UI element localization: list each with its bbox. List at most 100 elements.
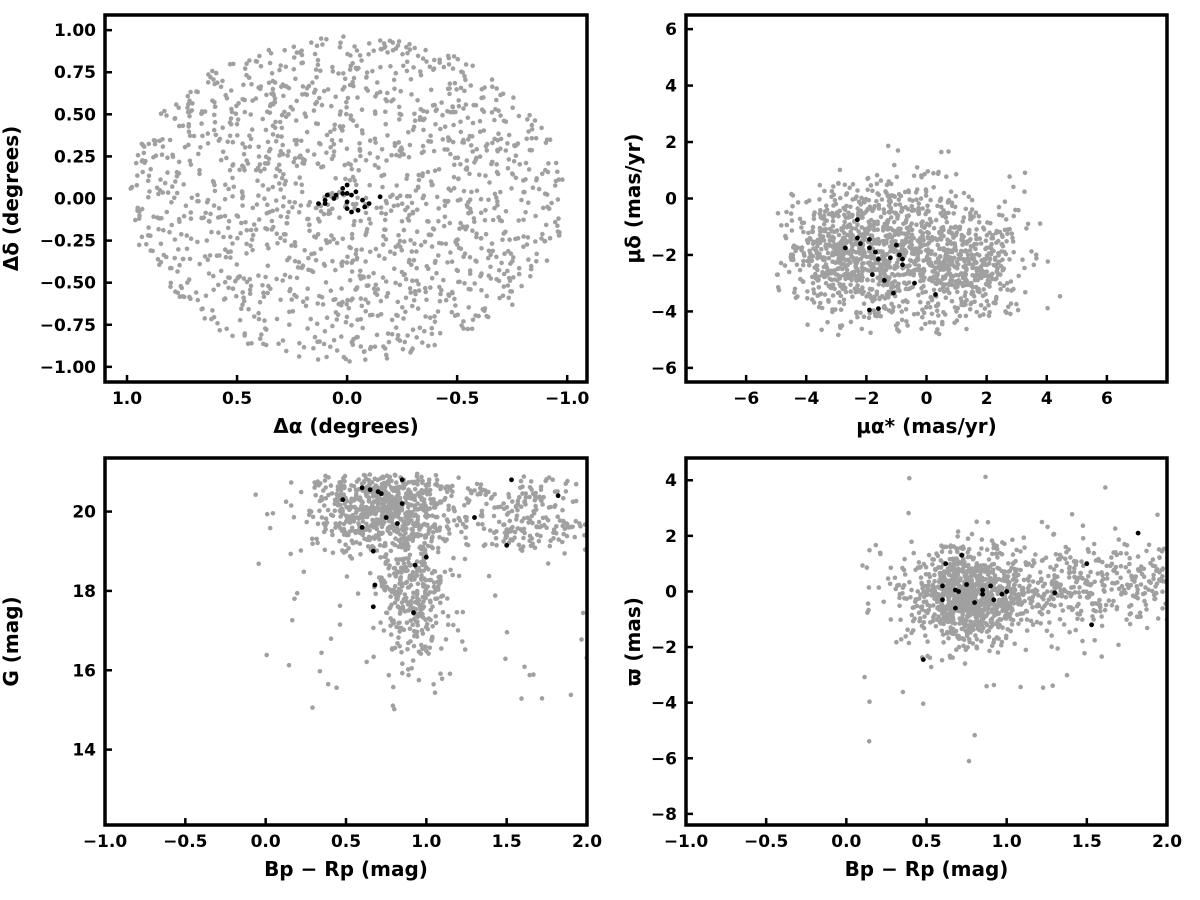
proper-motion-field-point: [809, 258, 815, 264]
cmd-g-field-point: [435, 545, 441, 551]
proper-motion-field-point: [838, 195, 843, 201]
proper-motion-member-point: [867, 237, 872, 242]
proper-motion-field-point: [957, 313, 963, 319]
sky-field-point: [403, 309, 408, 315]
cmd-g-field-point: [429, 501, 434, 506]
sky-field-point: [456, 98, 462, 103]
cmd-g-field-point: [288, 503, 294, 508]
sky-field-point: [408, 290, 414, 295]
sky-field-point: [552, 183, 558, 188]
proper-motion-field-point: [970, 289, 975, 295]
proper-motion-field-point: [802, 253, 807, 258]
cmd-g-field-point: [407, 573, 413, 578]
cmd-g-field-point: [353, 493, 359, 499]
cmd-g-field-point: [416, 601, 421, 607]
proper-motion-field-point: [888, 215, 894, 220]
sky-field-point: [240, 141, 245, 146]
proper-motion-field-point: [923, 193, 929, 198]
sky-field-point: [293, 243, 298, 249]
sky-field-point: [242, 109, 248, 115]
sky-field-point: [354, 123, 360, 129]
sky-field-point: [228, 116, 234, 121]
proper-motion-field-point: [964, 281, 970, 286]
cmd-g-field-point: [396, 506, 401, 512]
cmd-g-field-point: [492, 593, 498, 598]
sky-field-point: [468, 210, 474, 215]
sky-field-point: [371, 48, 377, 53]
sky-field-point: [228, 234, 233, 240]
sky-field-point: [526, 167, 532, 172]
cmd-g-member-point: [399, 501, 405, 506]
proper-motion-field-point: [900, 266, 905, 271]
sky-field-point: [156, 191, 161, 197]
proper-motion-field-point: [868, 295, 874, 300]
sky-field-point: [493, 106, 498, 112]
cmd-g-field-point: [504, 505, 510, 510]
sky-field-point: [268, 51, 274, 56]
sky-field-point: [273, 119, 278, 125]
sky-field-point: [195, 297, 201, 303]
cmd-g-field-point: [360, 519, 366, 524]
proper-motion-member-point: [933, 292, 938, 297]
cmd-g-field-point: [317, 669, 323, 674]
proper-motion-field-point: [909, 204, 915, 209]
sky-field-point: [263, 274, 268, 280]
sky-field-point: [158, 111, 164, 116]
cmd-g-field-point: [561, 531, 566, 537]
proper-motion-field-point: [840, 235, 846, 241]
cmd-g-field-point: [424, 482, 430, 488]
sky-field-point: [467, 271, 473, 277]
proper-motion-field-point: [855, 188, 860, 193]
sky-field-point: [287, 309, 292, 315]
sky-field-point: [407, 41, 412, 47]
sky-field-point: [359, 247, 365, 252]
sky-field-point: [266, 246, 271, 251]
cmd-g-field-point: [391, 505, 397, 511]
sky-field-point: [388, 249, 393, 254]
sky-member-point: [349, 209, 354, 215]
proper-motion-field-point: [1004, 310, 1009, 316]
sky-field-point: [181, 213, 187, 219]
cmd-g-field-point: [414, 592, 420, 598]
sky-field-point: [311, 152, 317, 157]
sky-field-point: [397, 117, 402, 122]
cmd-g-field-point: [427, 487, 433, 493]
cmd-g-field-point: [256, 561, 262, 567]
parallax-field-point: [1143, 602, 1149, 607]
proper-motion-field-point: [943, 215, 949, 220]
cmd-g-field-point: [364, 521, 369, 527]
proper-motion-field-point: [940, 321, 945, 327]
cmd-g-field-point: [344, 498, 350, 504]
sky-field-point: [386, 339, 392, 345]
sky-field-point: [314, 321, 320, 327]
sky-field-point: [244, 241, 249, 247]
sky-field-point: [401, 227, 407, 233]
sky-field-point: [383, 279, 389, 284]
sky-field-point: [321, 88, 327, 94]
proper-motion-field-point: [906, 268, 911, 273]
proper-motion-field-point: [970, 244, 976, 249]
sky-field-point: [339, 263, 345, 269]
cmd-g-field-point: [551, 536, 556, 541]
cmd-g-field-point: [429, 570, 435, 576]
cmd-g-field-point: [324, 520, 330, 525]
cmd-g-field-point: [409, 666, 415, 671]
sky-field-point: [329, 233, 334, 238]
proper-motion-field-point: [866, 315, 872, 321]
sky-field-point: [463, 62, 469, 67]
proper-motion-field-point: [847, 258, 852, 264]
cmd-g-field-point: [477, 485, 483, 491]
proper-motion-field-point: [893, 202, 898, 207]
sky-field-point: [248, 283, 254, 289]
sky-field-point: [282, 182, 288, 187]
proper-motion-field-point: [974, 266, 980, 271]
proper-motion-member-point: [912, 280, 917, 286]
sky-field-point: [408, 77, 414, 82]
proper-motion-field-point: [830, 250, 836, 255]
sky-field-point: [218, 214, 224, 219]
cmd-g-field-point: [347, 529, 353, 534]
cmd-g-field-point: [537, 524, 543, 530]
proper-motion-field-point: [998, 286, 1003, 292]
parallax-field-point: [984, 683, 989, 689]
cmd-g-field-point: [488, 528, 493, 533]
